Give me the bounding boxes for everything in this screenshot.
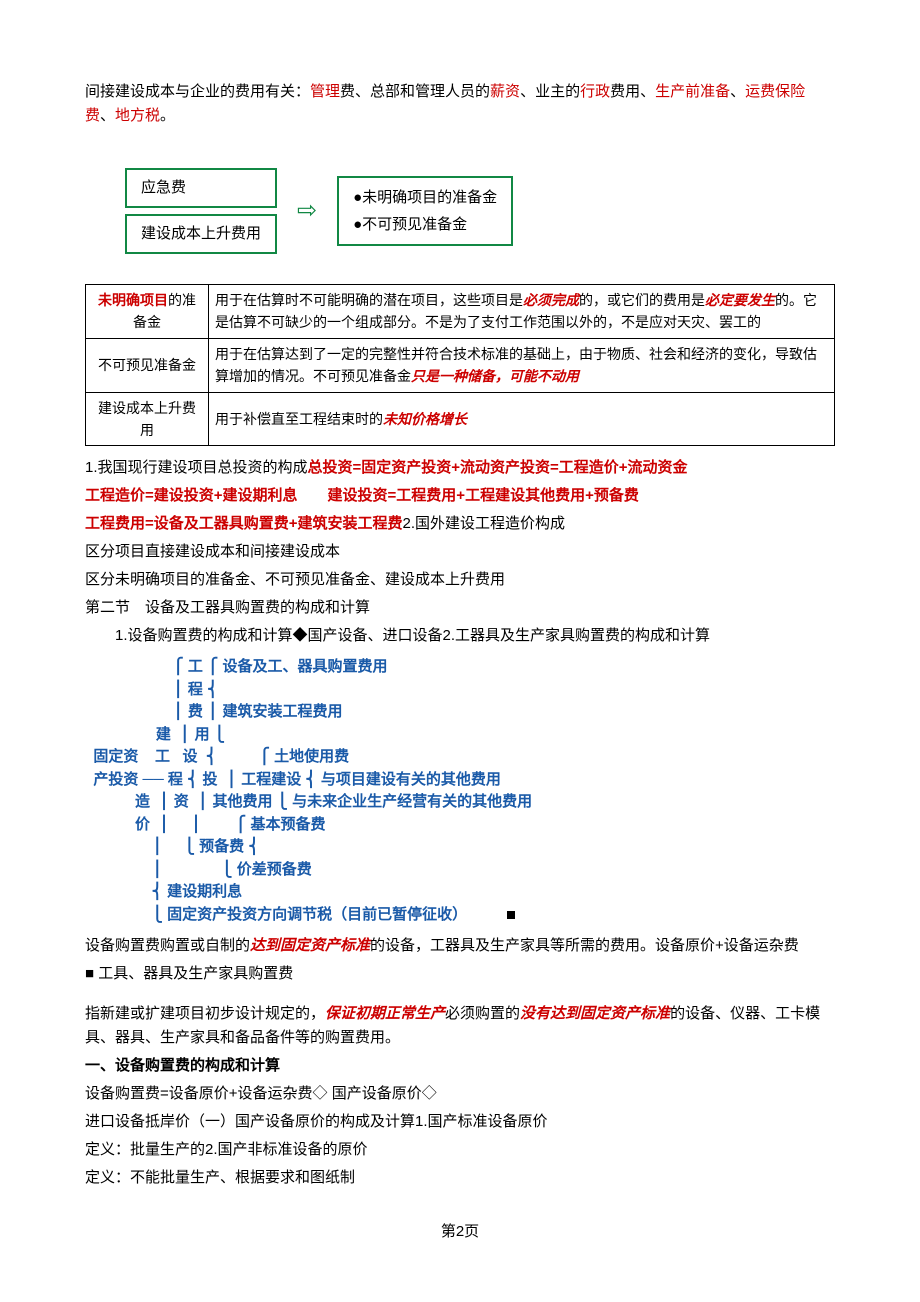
intro-paragraph: 间接建设成本与企业的费用有关：管理费、总部和管理人员的薪资、业主的行政费用、生产… [85,80,835,128]
t1-r1-pre: 用于在估算时不可能明确的潜在项目，这些项目是 [215,292,523,308]
tree-r5: 固定资 工 设 ⎨ ⎧ 土地使用费 [85,746,835,769]
square-icon [507,911,515,919]
after-p6: 定义：批量生产的2.国产非标准设备的原价 [85,1138,835,1162]
line-1: 1.我国现行建设项目总投资的构成总投资=固定资产投资+流动资产投资=工程造价+流… [85,456,835,480]
after-p1-pre: 设备购置费购置或自制的 [85,937,250,954]
t1-r1-em2: 必定要发生 [705,292,775,308]
intro-mid-4: 、 [730,83,745,100]
l1-em: 总投资=固定资产投资+流动资产投资=工程造价+流动资金 [308,459,688,476]
reserve-table: 未明确项目的准备金 用于在估算时不可能明确的潜在项目，这些项目是必须完成的，或它… [85,284,835,446]
l3-a: 工程费用=设备及工器具购置费+建筑安装工程费 [85,515,403,532]
box-right-2: ●不可预见准备金 [353,211,497,238]
after-p1-em: 达到固定资产标准 [250,937,370,954]
line-7: 1.设备购置费的构成和计算◆国产设备、进口设备2.工器具及生产家具购置费的构成和… [85,624,835,648]
intro-mid-1: 费、总部和管理人员的 [340,83,490,100]
after-p3-em1: 保证初期正常生产 [325,1005,445,1022]
t1-r1-mid1: 的，或它们的费用是 [579,292,705,308]
intro-mid-5: 、 [100,107,115,124]
box-left-col: 应急费 建设成本上升费用 [125,168,277,254]
intro-mid-2: 、业主的 [520,83,580,100]
after-p1: 设备购置费购置或自制的达到固定资产标准的设备，工器具及生产家具等所需的费用。设备… [85,934,835,958]
tree-r8: 价 ⎪ ⎪ ⎧ 基本预备费 [85,814,835,837]
l3-b: 2.国外建设工程造价构成 [403,515,566,532]
line-4: 区分项目直接建设成本和间接建设成本 [85,540,835,564]
tree-r2: ⎪ 程 ⎨ [85,679,835,702]
l2-a: 工程造价=建设投资+建设期利息 [85,487,298,504]
t1-r1-head-red: 未明确项目 [98,292,168,308]
tree-r7: 造 ⎪ 资 ⎪ 其他费用 ⎩ 与未来企业生产经营有关的其他费用 [85,791,835,814]
t1-r2-em: 只是一种储备，可能不动用 [411,368,579,384]
after-p1-post: 的设备，工器具及生产家具等所需的费用。设备原价+设备运杂费 [370,937,799,954]
heading-1: 一、设备购置费的构成和计算 [85,1054,835,1078]
t1-r1-em1: 必须完成 [523,292,579,308]
line-2: 工程造价=建设投资+建设期利息 建设投资=工程费用+工程建设其他费用+预备费 [85,484,835,508]
line-6: 第二节 设备及工器具购置费的构成和计算 [85,596,835,620]
intro-end: 。 [160,107,175,124]
l1-pre: 1.我国现行建设项目总投资的构成 [85,459,308,476]
after-p7: 定义：不能批量生产、根据要求和图纸制 [85,1166,835,1190]
t1-r2-head: 不可预见准备金 [86,338,209,392]
tree-r11: ⎨ 建设期利息 [85,881,835,904]
tree-r12-wrap: ⎩ 固定资产投资方向调节税（目前已暂停征收） [85,904,835,927]
after-p2: ■ 工具、器具及生产家具购置费 [85,962,835,986]
t1-r2-body: 用于在估算达到了一定的完整性并符合技术标准的基础上，由于物质、社会和经济的变化，… [209,338,835,392]
page-number: 第2页 [85,1220,835,1244]
tree-r9: ⎪ ⎩ 预备费 ⎨ [85,836,835,859]
intro-item-6: 地方税 [115,107,160,124]
after-p3-em2: 没有达到固定资产标准 [520,1005,670,1022]
l2-gap [298,487,328,504]
box-right-1: ●未明确项目的准备金 [353,184,497,211]
box-diagram: 应急费 建设成本上升费用 ⇨ ●未明确项目的准备金 ●不可预见准备金 [125,168,835,254]
box-emergency-fee: 应急费 [125,168,277,208]
tree-r3: ⎪ 费 ⎪ 建筑安装工程费用 [85,701,835,724]
t1-r1-head: 未明确项目的准备金 [86,285,209,339]
l2-b: 建设投资=工程费用+工程建设其他费用+预备费 [328,487,639,504]
after-p4: 设备购置费=设备原价+设备运杂费◇ 国产设备原价◇ [85,1082,835,1106]
t1-r3-pre: 用于补偿直至工程结束时的 [215,411,383,427]
t1-r3-body: 用于补偿直至工程结束时的未知价格增长 [209,392,835,446]
tree-r12: ⎩ 固定资产投资方向调节税（目前已暂停征收） [85,906,467,923]
intro-prefix: 间接建设成本与企业的费用有关： [85,83,310,100]
line-3: 工程费用=设备及工器具购置费+建筑安装工程费2.国外建设工程造价构成 [85,512,835,536]
after-p3-pre: 指新建或扩建项目初步设计规定的， [85,1005,325,1022]
t1-r1-body: 用于在估算时不可能明确的潜在项目，这些项目是必须完成的，或它们的费用是必定要发生… [209,285,835,339]
intro-item-2: 薪资 [490,83,520,100]
t1-r3-head: 建设成本上升费用 [86,392,209,446]
intro-item-3: 行政 [580,83,610,100]
intro-mid-3: 费用、 [610,83,655,100]
intro-item-4: 生产前准备 [655,83,730,100]
tree-r4: 建 ⎪ 用 ⎩ [85,724,835,747]
tree-diagram: ⎧ 工 ⎧ 设备及工、器具购置费用 ⎪ 程 ⎨ ⎪ 费 ⎪ 建筑安装工程费用 建… [85,656,835,926]
tree-r1: ⎧ 工 ⎧ 设备及工、器具购置费用 [85,656,835,679]
arrow-right-icon: ⇨ [297,192,317,230]
after-p3: 指新建或扩建项目初步设计规定的，保证初期正常生产必须购置的没有达到固定资产标准的… [85,1002,835,1050]
line-5: 区分未明确项目的准备金、不可预见准备金、建设成本上升费用 [85,568,835,592]
after-p3-mid: 必须购置的 [445,1005,520,1022]
intro-item-1: 管理 [310,83,340,100]
tree-r6: 产投资 ── 程 ⎨ 投 ⎪ 工程建设 ⎨ 与项目建设有关的其他费用 [85,769,835,792]
box-cost-rise-fee: 建设成本上升费用 [125,214,277,254]
t1-r3-em: 未知价格增长 [383,411,467,427]
after-p5: 进口设备抵岸价（一）国产设备原价的构成及计算1.国产标准设备原价 [85,1110,835,1134]
box-right: ●未明确项目的准备金 ●不可预见准备金 [337,176,513,246]
tree-r10: ⎪ ⎩ 价差预备费 [85,859,835,882]
